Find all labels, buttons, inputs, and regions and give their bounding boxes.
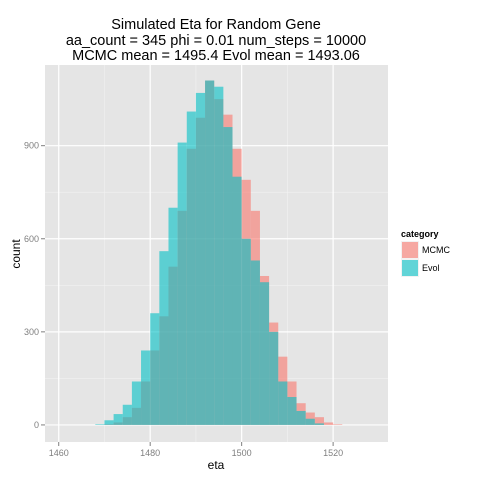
legend-key-mcmc xyxy=(402,242,418,258)
bar-evol xyxy=(150,313,160,425)
bar-mcmc xyxy=(314,417,324,425)
bar-evol xyxy=(259,282,270,425)
x-tick-label: 1520 xyxy=(323,448,343,458)
bar-evol xyxy=(131,381,142,425)
bar-evol xyxy=(269,331,279,425)
legend-title: category xyxy=(401,229,439,239)
y-tick-label: 600 xyxy=(24,234,39,244)
bar-evol xyxy=(314,423,324,425)
x-tick-label: 1480 xyxy=(140,448,160,458)
bar-evol xyxy=(186,111,196,425)
x-axis-title: eta xyxy=(208,458,225,472)
chart-title-line-1: Simulated Eta for Random Gene xyxy=(111,17,321,33)
bar-mcmc xyxy=(333,424,343,425)
y-axis-title: count xyxy=(9,239,23,269)
bar-evol xyxy=(250,260,260,425)
chart-title: Simulated Eta for Random Gene aa_count =… xyxy=(66,17,366,64)
y-tick-label: 0 xyxy=(34,420,39,430)
legend: category MCMC Evol xyxy=(401,229,450,277)
bar-evol xyxy=(177,142,187,425)
y-axis-ticks: 0 300 600 900 xyxy=(24,141,45,430)
x-tick-label: 1460 xyxy=(49,448,69,458)
x-tick-label: 1500 xyxy=(232,448,252,458)
bar-evol xyxy=(232,176,242,425)
bar-evol xyxy=(223,127,233,425)
bar-mcmc xyxy=(323,422,334,425)
bar-evol xyxy=(159,251,169,425)
x-axis-ticks: 1460 1480 1500 1520 xyxy=(49,442,343,458)
bar-evol xyxy=(214,86,224,425)
bar-evol xyxy=(287,397,297,425)
bar-evol xyxy=(195,92,206,425)
bar-evol xyxy=(141,350,151,425)
legend-label-evol: Evol xyxy=(422,263,440,273)
bar-evol xyxy=(305,418,315,425)
legend-key-evol xyxy=(402,260,418,276)
bar-evol xyxy=(113,414,123,425)
bar-evol xyxy=(95,424,105,425)
legend-label-mcmc: MCMC xyxy=(422,245,450,255)
bar-evol xyxy=(104,420,114,425)
chart-title-line-2: aa_count = 345 phi = 0.01 num_steps = 10… xyxy=(66,33,366,49)
series-evol-bars xyxy=(95,80,324,425)
bar-evol xyxy=(296,410,306,425)
bar-evol xyxy=(278,381,288,425)
chart-title-line-3: MCMC mean = 1495.4 Evol mean = 1493.06 xyxy=(72,48,360,64)
bar-evol xyxy=(168,207,178,425)
bar-evol xyxy=(241,238,251,425)
y-tick-label: 300 xyxy=(24,327,39,337)
y-tick-label: 900 xyxy=(24,141,39,151)
bar-evol xyxy=(205,80,215,425)
bar-evol xyxy=(122,404,132,425)
